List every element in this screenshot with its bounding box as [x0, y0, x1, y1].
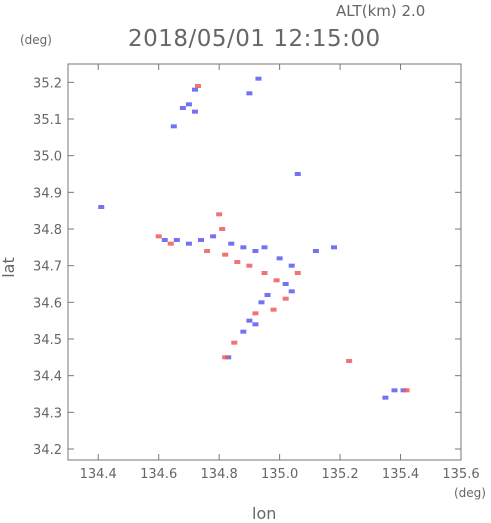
x-ticks: 134.4 134.6 134.8 135.0 135.2 135.4 135.6 [80, 64, 480, 482]
data-point [282, 282, 289, 286]
data-point [98, 205, 105, 209]
data-point [219, 227, 226, 231]
x-axis-label: lon [252, 504, 277, 523]
data-point [225, 355, 232, 360]
data-point [252, 249, 259, 253]
data-point [346, 359, 353, 363]
x-tick-label: 134.4 [80, 467, 117, 482]
data-point [222, 355, 229, 360]
data-point [210, 234, 217, 239]
y-ticks: 34.2 34.3 34.4 34.5 34.6 34.7 34.8 34.9 35.0 35.1… [33, 76, 461, 458]
data-point [155, 234, 162, 239]
x-tick-label: 134.8 [201, 467, 238, 482]
data-point [288, 289, 295, 294]
data-point [246, 318, 253, 323]
y-tick-label: 34.9 [33, 186, 62, 201]
y-tick-label: 34.7 [33, 260, 62, 275]
data-point [228, 241, 235, 246]
x-axis-unit: (deg) [454, 486, 486, 500]
y-tick-label: 34.2 [33, 443, 62, 458]
plot-frame [67, 63, 462, 461]
data-point [246, 91, 253, 96]
altitude-label: ALT(km) 2.0 [336, 2, 426, 20]
data-point [194, 84, 201, 88]
data-point [185, 241, 192, 246]
x-tick-label: 135.6 [442, 467, 479, 482]
data-point [173, 238, 180, 242]
data-point [294, 172, 301, 176]
data-point [252, 322, 259, 327]
data-point [403, 388, 410, 393]
data-point [276, 256, 283, 261]
data-point [191, 109, 198, 114]
data-point [391, 388, 398, 393]
data-point [273, 278, 280, 283]
x-tick-label: 134.6 [140, 467, 177, 482]
data-point [282, 296, 289, 301]
data-point [294, 271, 301, 275]
data-point [167, 241, 174, 246]
data-point [204, 249, 211, 253]
data-point [185, 102, 192, 107]
data-points [98, 76, 410, 400]
y-tick-label: 34.5 [33, 333, 62, 348]
data-point [240, 329, 247, 334]
data-point [255, 76, 262, 81]
y-axis-unit: (deg) [20, 33, 52, 47]
data-point [288, 263, 295, 268]
data-point [258, 300, 265, 305]
y-tick-label: 34.4 [33, 370, 62, 385]
x-tick-label: 135.4 [382, 467, 419, 482]
data-point [179, 106, 186, 110]
y-tick-label: 35.1 [33, 113, 62, 128]
y-tick-label: 34.6 [33, 296, 62, 311]
data-point [382, 395, 389, 400]
data-point [161, 238, 168, 242]
data-point [191, 87, 198, 92]
data-point [216, 212, 223, 217]
data-point [222, 252, 229, 257]
data-point [270, 307, 277, 312]
data-point [234, 260, 241, 264]
chart-title: 2018/05/01 12:15:00 [128, 26, 381, 52]
data-point [261, 245, 268, 250]
y-tick-label: 35.0 [33, 150, 62, 165]
data-point [246, 263, 253, 268]
x-tick-label: 135.0 [261, 467, 298, 482]
data-point [198, 238, 205, 242]
y-tick-label: 35.2 [33, 76, 62, 91]
y-tick-label: 34.8 [33, 223, 62, 238]
data-point [240, 245, 247, 250]
data-point [312, 249, 319, 253]
data-point [331, 245, 338, 250]
data-point [231, 340, 238, 345]
x-tick-label: 135.2 [321, 467, 358, 482]
data-point [400, 388, 407, 393]
data-point [252, 311, 259, 316]
y-tick-label: 34.3 [33, 406, 62, 421]
data-point [264, 293, 271, 297]
data-point [261, 271, 268, 275]
data-point [170, 124, 177, 129]
